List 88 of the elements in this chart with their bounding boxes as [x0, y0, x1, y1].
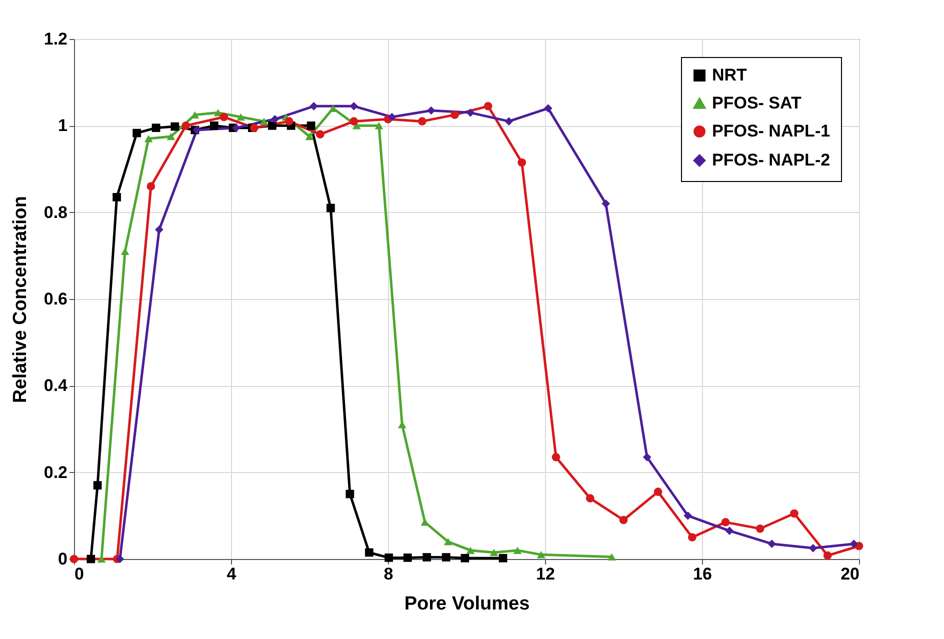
point [210, 121, 218, 130]
point [220, 112, 228, 122]
point [721, 518, 730, 526]
point [518, 158, 526, 167]
legend-label: PFOS- SAT [712, 94, 802, 112]
point [120, 248, 130, 255]
point [350, 117, 358, 126]
point [544, 104, 552, 113]
point [756, 524, 764, 533]
point [442, 553, 450, 562]
point [808, 544, 818, 552]
point [270, 114, 280, 124]
y-tick-label: 0.4 [44, 376, 68, 396]
point [498, 554, 508, 562]
point [306, 121, 316, 130]
x-tick-label: 12 [536, 564, 555, 584]
point [642, 452, 652, 462]
point [232, 124, 240, 132]
point [426, 106, 436, 115]
y-axis-title: Relative Concentration [10, 196, 31, 403]
point [384, 554, 393, 562]
point [484, 102, 492, 110]
point [552, 452, 560, 462]
y-tick-label: 0.2 [44, 462, 68, 482]
point [112, 192, 121, 202]
x-tick-label: 8 [384, 564, 394, 584]
legend-label: PFOS- NAPL-2 [712, 150, 830, 170]
point [460, 554, 470, 562]
point [403, 554, 412, 562]
point [305, 132, 314, 140]
point [513, 546, 522, 554]
x-tick-label: 0 [74, 564, 84, 584]
point [316, 130, 324, 139]
point [364, 548, 374, 557]
y-tick-label: 1.2 [44, 30, 68, 48]
point [768, 540, 776, 548]
point [236, 113, 245, 121]
point [654, 488, 662, 496]
point [166, 132, 176, 140]
point [374, 122, 384, 130]
point [823, 551, 832, 560]
legend-label: NRT [712, 66, 748, 84]
point [466, 108, 475, 117]
point [268, 121, 276, 130]
point [170, 122, 180, 131]
x-tick-label: 20 [840, 564, 860, 584]
point [132, 128, 141, 138]
y-tick-label: 0 [58, 550, 68, 568]
y-tick-label: 0.6 [44, 290, 68, 308]
y-tick-label: 1 [58, 116, 68, 136]
point [352, 122, 361, 130]
point [684, 511, 692, 520]
point [536, 551, 546, 558]
point [154, 225, 164, 234]
point [388, 112, 396, 122]
point [284, 117, 294, 126]
point [688, 533, 696, 542]
point [350, 102, 358, 110]
point [850, 540, 858, 548]
point [490, 548, 498, 556]
point [86, 554, 96, 564]
point [93, 481, 102, 490]
point [116, 554, 124, 564]
point [504, 117, 514, 126]
point [310, 102, 318, 110]
point [346, 490, 354, 498]
point [619, 516, 628, 524]
y-tick-label: 0.8 [44, 202, 68, 222]
legend-label: PFOS- NAPL-1 [712, 122, 830, 140]
point [602, 199, 610, 208]
point [182, 121, 190, 130]
point [422, 553, 432, 562]
point [608, 553, 616, 560]
point [260, 118, 268, 125]
point [790, 509, 798, 518]
point [466, 546, 475, 554]
x-tick-label: 16 [693, 564, 712, 584]
point [725, 526, 734, 536]
point [146, 182, 156, 191]
x-axis-title: Pore Volumes [404, 594, 530, 614]
point [152, 124, 160, 132]
point [444, 538, 452, 546]
x-tick-label: 4 [226, 564, 237, 584]
point [418, 117, 426, 126]
point [586, 494, 594, 503]
point [144, 135, 153, 142]
point [450, 110, 459, 120]
point [326, 204, 335, 212]
